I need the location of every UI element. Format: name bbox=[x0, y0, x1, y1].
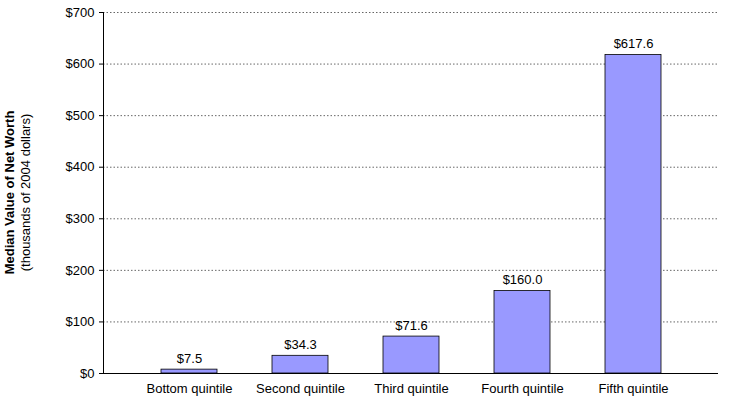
svg-text:$160.0: $160.0 bbox=[503, 272, 543, 287]
svg-text:$200: $200 bbox=[66, 263, 95, 278]
svg-text:$617.6: $617.6 bbox=[614, 36, 654, 51]
svg-text:Fifth quintile: Fifth quintile bbox=[598, 381, 668, 396]
svg-text:$100: $100 bbox=[66, 314, 95, 329]
svg-text:$71.6: $71.6 bbox=[395, 318, 428, 333]
svg-text:$7.5: $7.5 bbox=[177, 351, 202, 366]
svg-text:Second quintile: Second quintile bbox=[256, 381, 345, 396]
svg-text:$300: $300 bbox=[66, 211, 95, 226]
svg-text:$700: $700 bbox=[66, 5, 95, 20]
svg-text:Fourth quintile: Fourth quintile bbox=[481, 381, 563, 396]
svg-text:$0: $0 bbox=[80, 366, 94, 381]
svg-text:$600: $600 bbox=[66, 56, 95, 71]
svg-text:Third quintile: Third quintile bbox=[374, 381, 448, 396]
svg-text:$400: $400 bbox=[66, 159, 95, 174]
svg-text:$34.3: $34.3 bbox=[284, 337, 317, 352]
svg-text:$500: $500 bbox=[66, 108, 95, 123]
svg-text:Bottom quintile: Bottom quintile bbox=[147, 381, 233, 396]
svg-text:Median Value of Net Worth(thou: Median Value of Net Worth(thousands of 2… bbox=[2, 111, 33, 275]
